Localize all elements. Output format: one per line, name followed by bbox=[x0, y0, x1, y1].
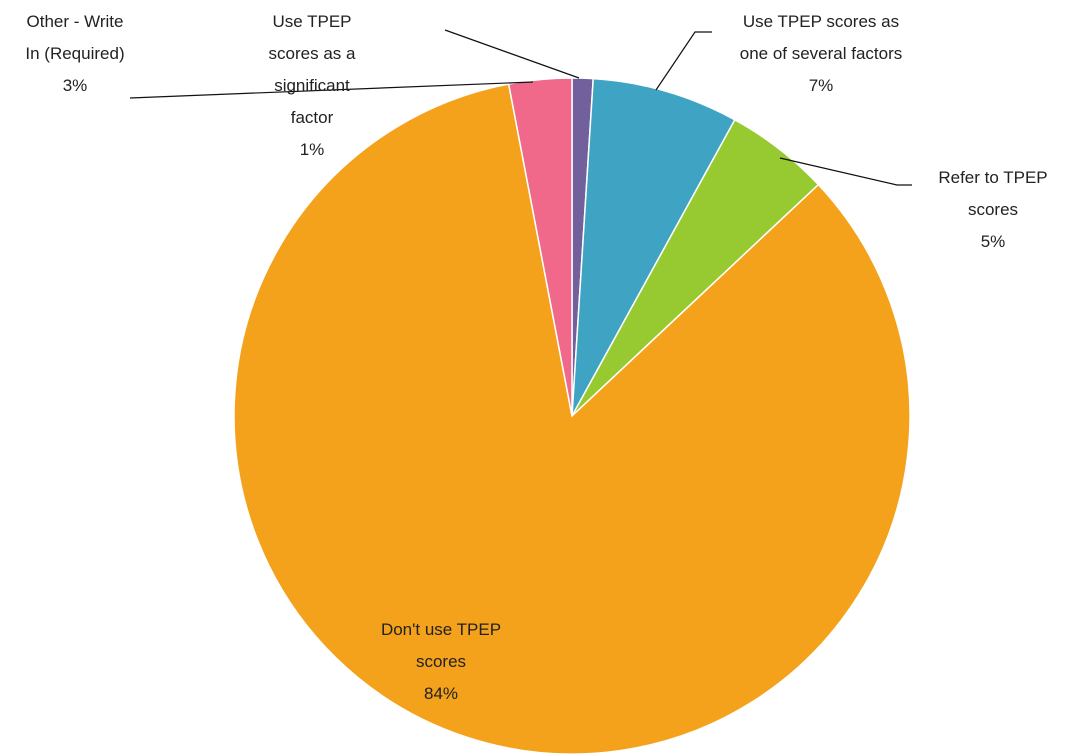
leader-line bbox=[444, 29, 580, 79]
category-label: Refer to TPEP scores bbox=[938, 168, 1048, 219]
pie-slice bbox=[507, 77, 573, 417]
value-label: 7% bbox=[808, 76, 834, 95]
value-label: 84% bbox=[423, 684, 459, 703]
slice-label: Other - Write In (Required) 3% bbox=[25, 6, 125, 102]
category-label: Use TPEP scores as one of several factor… bbox=[739, 12, 903, 63]
category-label: Don't use TPEP scores bbox=[380, 620, 502, 671]
slice-label: Don't use TPEP scores 84% bbox=[366, 614, 516, 710]
leader-line bbox=[655, 31, 712, 91]
value-label: 3% bbox=[62, 76, 88, 95]
value-label: 1% bbox=[299, 140, 325, 159]
category-label: Use TPEP scores as a significant factor bbox=[268, 12, 356, 127]
slice-label: Refer to TPEP scores 5% bbox=[928, 162, 1058, 258]
slice-label: Use TPEP scores as one of several factor… bbox=[739, 6, 904, 102]
value-label: 5% bbox=[980, 232, 1006, 251]
pie-slice bbox=[571, 77, 736, 417]
category-label: Other - Write In (Required) bbox=[25, 12, 125, 63]
slice-label: Use TPEP scores as a significant factor 1… bbox=[257, 6, 367, 166]
leader-line bbox=[129, 81, 534, 99]
leader-line bbox=[779, 157, 912, 186]
pie-slice bbox=[233, 83, 911, 755]
